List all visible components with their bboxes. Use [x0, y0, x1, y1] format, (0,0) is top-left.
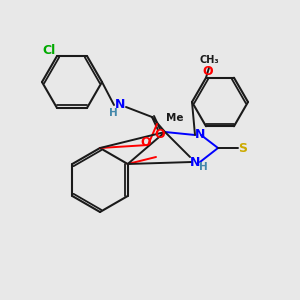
Text: O: O: [203, 65, 213, 78]
Text: S: S: [238, 142, 247, 154]
Text: Cl: Cl: [42, 44, 56, 56]
Text: O: O: [141, 136, 151, 149]
Text: H: H: [199, 162, 207, 172]
Text: N: N: [195, 128, 205, 142]
Text: O: O: [155, 128, 165, 142]
Text: CH₃: CH₃: [199, 55, 219, 65]
Text: N: N: [115, 98, 125, 112]
Text: N: N: [190, 155, 200, 169]
Text: H: H: [109, 108, 117, 118]
Text: Me: Me: [166, 113, 184, 123]
